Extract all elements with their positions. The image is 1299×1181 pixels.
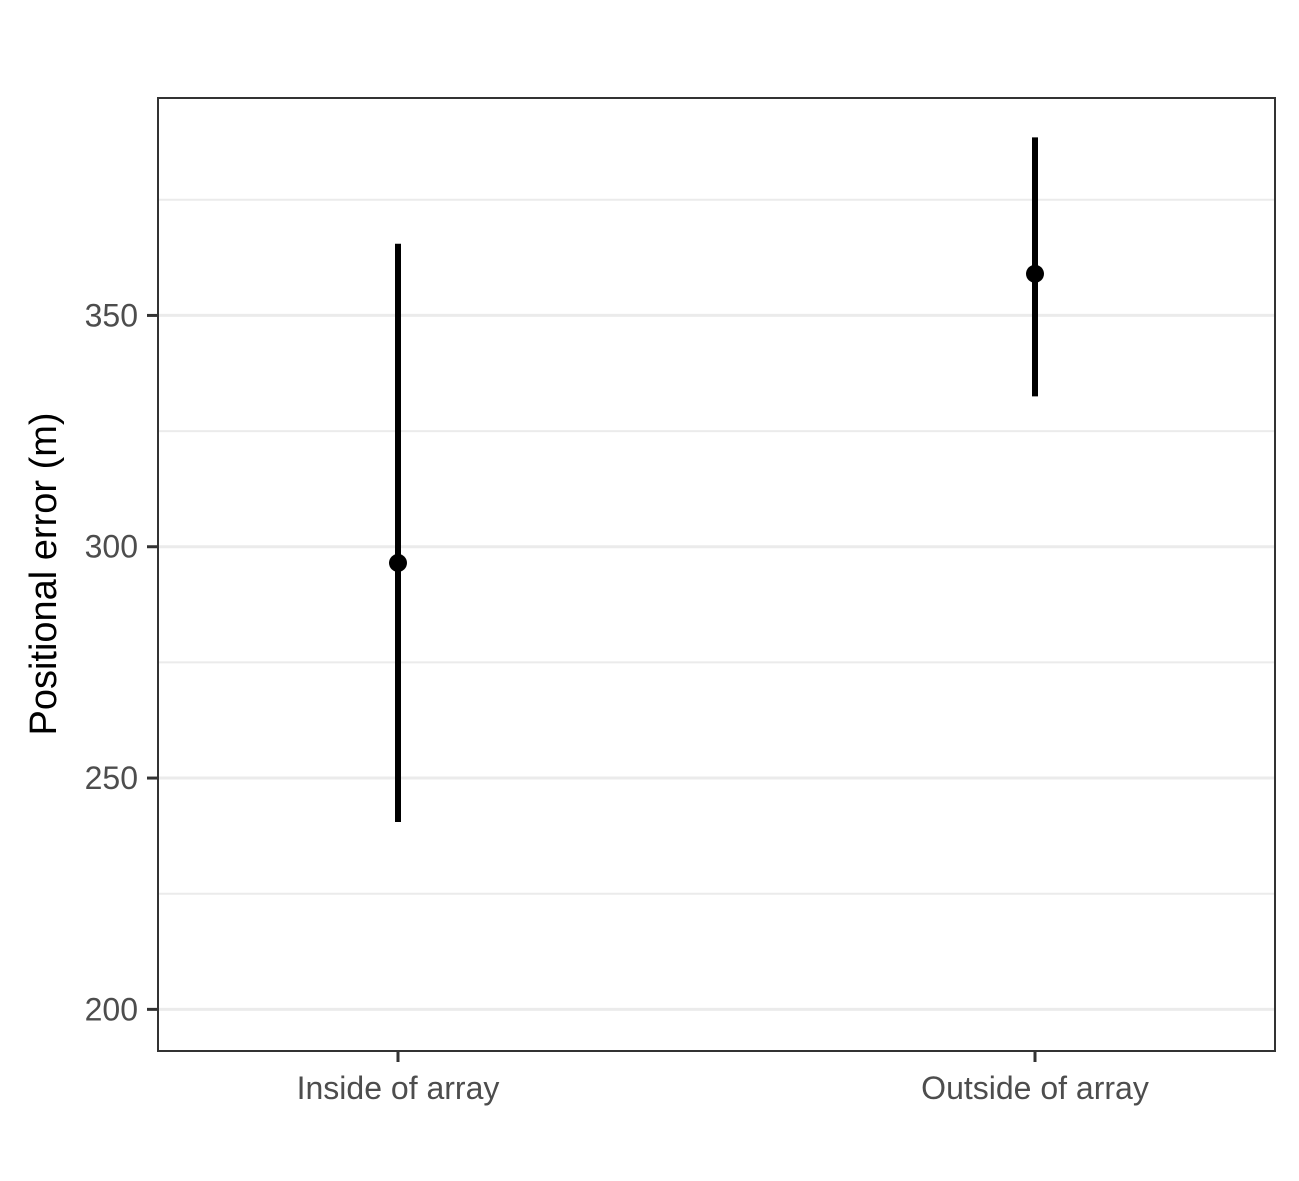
minor-gridlines (158, 198, 1275, 895)
y-tick-label: 200 (85, 991, 138, 1027)
data-point (389, 553, 407, 572)
x-tick-label: Outside of array (921, 1070, 1149, 1106)
y-tick-label: 250 (85, 760, 138, 796)
major-gridlines (158, 313, 1275, 1011)
y-axis-title: Positional error (m) (23, 412, 65, 735)
y-axis: 200 250 300 350 (85, 297, 158, 1027)
y-tick-label: 300 (85, 529, 138, 565)
x-axis: Inside of array Outside of array (297, 1051, 1149, 1106)
plot-panel-border (157, 97, 1276, 1052)
data-marks (389, 137, 1044, 823)
data-point (1026, 264, 1044, 283)
x-tick-label: Inside of array (297, 1070, 500, 1106)
y-tick-label: 350 (85, 297, 138, 333)
